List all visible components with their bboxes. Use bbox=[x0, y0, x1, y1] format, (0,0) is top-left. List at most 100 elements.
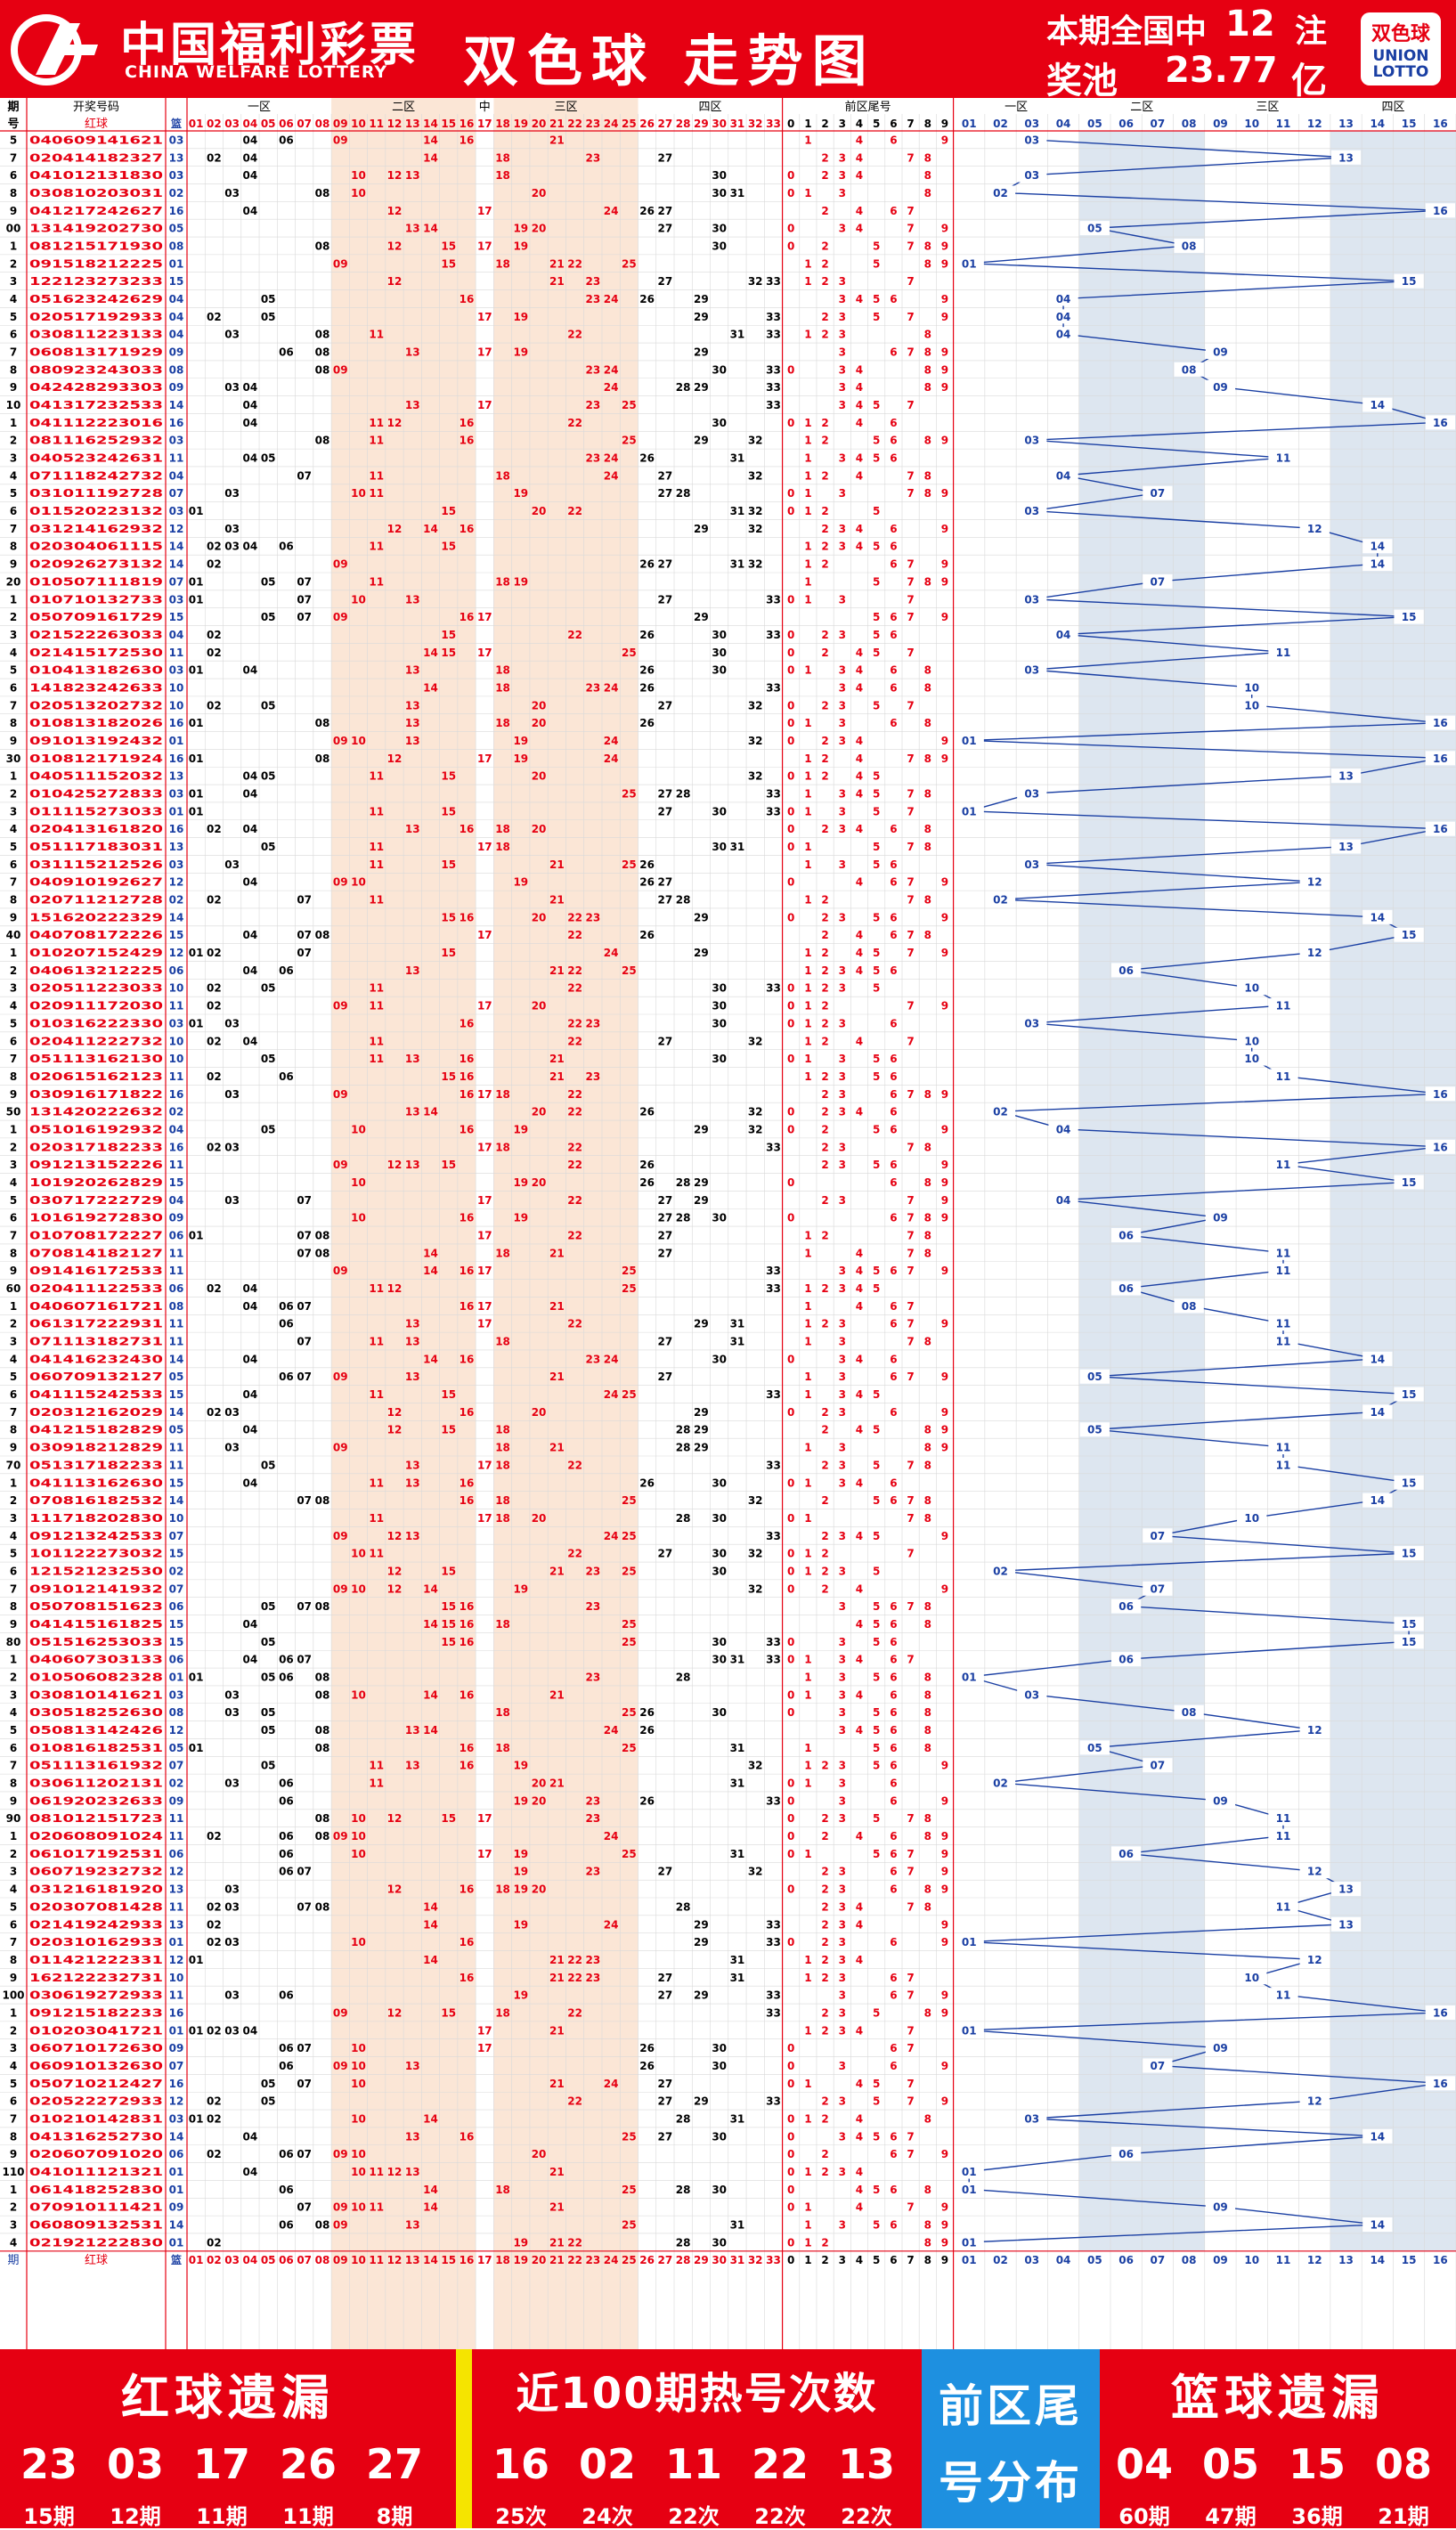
tail-mark: 2 bbox=[821, 1494, 828, 1507]
tail-mark: 7 bbox=[907, 894, 914, 907]
blue-ball-mark: 15 bbox=[1402, 1176, 1417, 1189]
red-ball-mark: 25 bbox=[622, 788, 637, 801]
red-ball-mark: 22 bbox=[567, 982, 582, 995]
pool-unit: 亿 bbox=[1291, 61, 1327, 102]
tail-mark: 1 bbox=[804, 2113, 811, 2126]
footer-red-col: 10 bbox=[351, 2254, 366, 2266]
period-cell: 4 bbox=[10, 647, 17, 659]
period-cell: 8 bbox=[10, 1424, 17, 1436]
tail-mark: 7 bbox=[907, 1230, 914, 1242]
blue-ball-mark: 12 bbox=[1307, 523, 1322, 535]
blue-ball-mark: 10 bbox=[1244, 681, 1259, 694]
footer-tail-col: 3 bbox=[839, 2254, 846, 2266]
blue-mark-bg bbox=[1017, 663, 1047, 678]
tail-mark: 9 bbox=[941, 2236, 948, 2249]
red-ball-mark: 14 bbox=[423, 1582, 438, 1595]
tail-mark: 0 bbox=[787, 1565, 794, 1577]
red-ball-mark: 09 bbox=[333, 1830, 348, 1843]
period-cell: 9 bbox=[10, 1442, 17, 1454]
draw-blue-number: 16 bbox=[169, 205, 184, 217]
tail-mark: 5 bbox=[873, 1672, 880, 1684]
period-cell: 20 bbox=[6, 575, 21, 588]
tail-mark: 1 bbox=[804, 1282, 811, 1295]
red-ball-mark: 04 bbox=[243, 1424, 258, 1436]
footer-blue-col: 16 bbox=[1433, 2254, 1448, 2266]
blue-ball-mark: 08 bbox=[1182, 1300, 1197, 1313]
draw-red-numbers: 010203041721 bbox=[29, 2024, 163, 2037]
red-ball-mark: 17 bbox=[477, 1000, 492, 1013]
red-ball-mark: 14 bbox=[423, 2201, 438, 2214]
period-cell: 6 bbox=[10, 169, 17, 182]
header-red-col: 08 bbox=[315, 118, 330, 130]
draw-red-numbers: 141823242633 bbox=[29, 681, 163, 694]
tail-mark: 0 bbox=[787, 1123, 794, 1135]
red-ball-mark: 11 bbox=[369, 982, 384, 995]
blue-mark-bg bbox=[1268, 1899, 1298, 1914]
tail-mark: 5 bbox=[873, 1070, 880, 1083]
red-ball-mark: 10 bbox=[351, 1212, 366, 1224]
draw-red-numbers: 041011121321 bbox=[29, 2166, 163, 2178]
red-ball-mark: 29 bbox=[694, 1442, 709, 1454]
blue-ball-mark: 16 bbox=[1433, 717, 1448, 729]
blue-ball-mark: 11 bbox=[1276, 1159, 1291, 1171]
tail-mark: 4 bbox=[856, 2201, 863, 2214]
red-ball-mark: 02 bbox=[207, 1035, 222, 1047]
tail-mark: 0 bbox=[787, 2166, 794, 2178]
draw-blue-number: 03 bbox=[169, 1688, 184, 1701]
draw-blue-number: 14 bbox=[169, 1353, 184, 1365]
tail-mark: 9 bbox=[941, 947, 948, 959]
draw-blue-number: 04 bbox=[169, 293, 184, 305]
period-cell: 5 bbox=[10, 1900, 17, 1913]
red-ball-mark: 10 bbox=[351, 2060, 366, 2072]
tail-mark: 3 bbox=[839, 346, 846, 359]
blue-ball-mark: 05 bbox=[1087, 1424, 1102, 1436]
footer-tail-col: 2 bbox=[821, 2254, 828, 2266]
red-ball-mark: 17 bbox=[477, 2042, 492, 2054]
red-ball-mark: 29 bbox=[694, 2095, 709, 2108]
winners-label: 本期全国中 bbox=[1046, 13, 1208, 50]
blue-miss-count: 47期 bbox=[1205, 2504, 1257, 2529]
tail-mark: 1 bbox=[804, 964, 811, 977]
red-ball-mark: 09 bbox=[333, 2219, 348, 2232]
red-ball-mark: 12 bbox=[387, 2166, 403, 2178]
blue-ball-mark: 12 bbox=[1307, 876, 1322, 889]
red-ball-mark: 30 bbox=[712, 629, 727, 641]
draw-red-numbers: 081215171930 bbox=[29, 240, 163, 252]
red-ball-mark: 16 bbox=[460, 134, 475, 146]
red-ball-mark: 18 bbox=[495, 151, 510, 164]
footer-tail-col: 7 bbox=[907, 2254, 914, 2266]
red-ball-mark: 09 bbox=[333, 1371, 348, 1383]
tail-mark: 1 bbox=[804, 1848, 811, 1860]
footer-red-col: 33 bbox=[766, 2254, 781, 2266]
tail-mark: 3 bbox=[839, 2130, 846, 2143]
red-ball-mark: 04 bbox=[243, 399, 258, 411]
red-ball-mark: 26 bbox=[639, 629, 655, 641]
tail-mark: 4 bbox=[856, 2078, 863, 2090]
tail-mark: 1 bbox=[804, 134, 811, 146]
blue-ball-mark: 08 bbox=[1182, 363, 1197, 376]
red-ball-mark: 13 bbox=[405, 2060, 420, 2072]
draw-red-numbers: 041416232430 bbox=[29, 1353, 163, 1365]
tail-mark: 7 bbox=[907, 311, 914, 323]
draw-red-numbers: 051117183031 bbox=[29, 841, 163, 853]
hot-count: 22次 bbox=[841, 2504, 892, 2529]
blue-mark-bg bbox=[1425, 1086, 1455, 1102]
red-ball-mark: 13 bbox=[405, 1106, 420, 1119]
red-ball-mark: 30 bbox=[712, 363, 727, 376]
red-ball-mark: 27 bbox=[658, 1035, 673, 1047]
red-ball-mark: 02 bbox=[207, 2148, 222, 2160]
period-cell: 9 bbox=[10, 1088, 17, 1101]
draw-red-numbers: 050813142426 bbox=[29, 1724, 163, 1737]
tail-mark: 3 bbox=[839, 788, 846, 801]
red-ball-mark: 33 bbox=[766, 1282, 781, 1295]
blue-ball-mark: 09 bbox=[1213, 2201, 1228, 2214]
red-ball-mark: 21 bbox=[549, 1053, 565, 1065]
tail-mark: 9 bbox=[941, 2201, 948, 2214]
red-ball-mark: 02 bbox=[207, 823, 222, 835]
tail-mark: 9 bbox=[941, 223, 948, 235]
period-cell: 7 bbox=[10, 876, 17, 889]
tail-mark: 9 bbox=[941, 735, 948, 747]
tail-mark: 6 bbox=[890, 1724, 897, 1737]
blue-ball-mark: 07 bbox=[1151, 1760, 1166, 1772]
blue-zone-header: 三区 bbox=[1256, 101, 1279, 114]
